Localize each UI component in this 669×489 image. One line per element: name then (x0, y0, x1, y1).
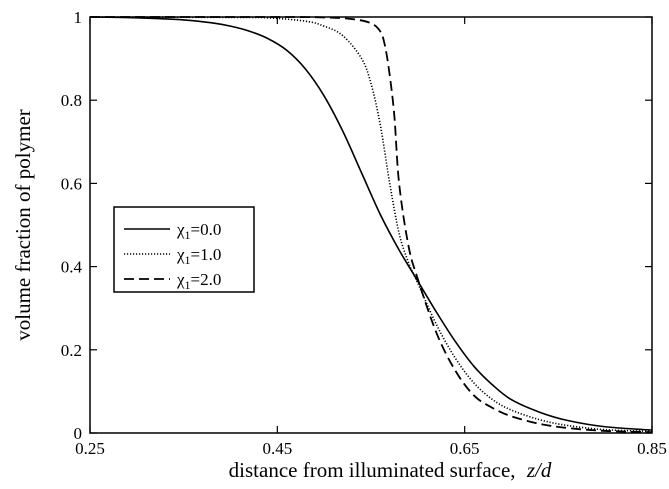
x-axis-title: distance from illuminated surface, z/d (229, 458, 552, 482)
y-tick-label: 0.8 (61, 91, 82, 110)
y-axis-title: volume fraction of polymer (11, 109, 35, 341)
y-tick-label: 0 (74, 424, 83, 443)
series-line-1 (89, 16, 653, 431)
series-line-2 (89, 16, 653, 433)
series-layer (89, 16, 653, 434)
x-tick-label: 0.45 (262, 439, 292, 458)
x-tick-label: 0.85 (637, 439, 667, 458)
y-tick-label: 1 (74, 8, 83, 27)
x-tick-label: 0.65 (450, 439, 480, 458)
y-tick-label: 0.4 (61, 258, 83, 277)
legend-label-3: χ1=2.0 (176, 270, 221, 292)
legend-label-1: χ1=0.0 (176, 220, 221, 242)
legend-label-2: χ1=1.0 (176, 245, 221, 267)
y-tick-label: 0.6 (61, 174, 82, 193)
plot-frame (89, 16, 653, 434)
series-line-3 (89, 16, 653, 434)
x-axis-title-variable: z/d (526, 458, 552, 482)
y-tick-label: 0.2 (61, 341, 82, 360)
legend: χ1=0.0 χ1=1.0 χ1=2.0 (113, 206, 255, 293)
x-axis-title-text: distance from illuminated surface, (229, 458, 516, 482)
legend-entries: χ1=0.0 χ1=1.0 χ1=2.0 (124, 220, 221, 292)
legend-box (113, 206, 255, 293)
x-tick-label: 0.25 (75, 439, 105, 458)
